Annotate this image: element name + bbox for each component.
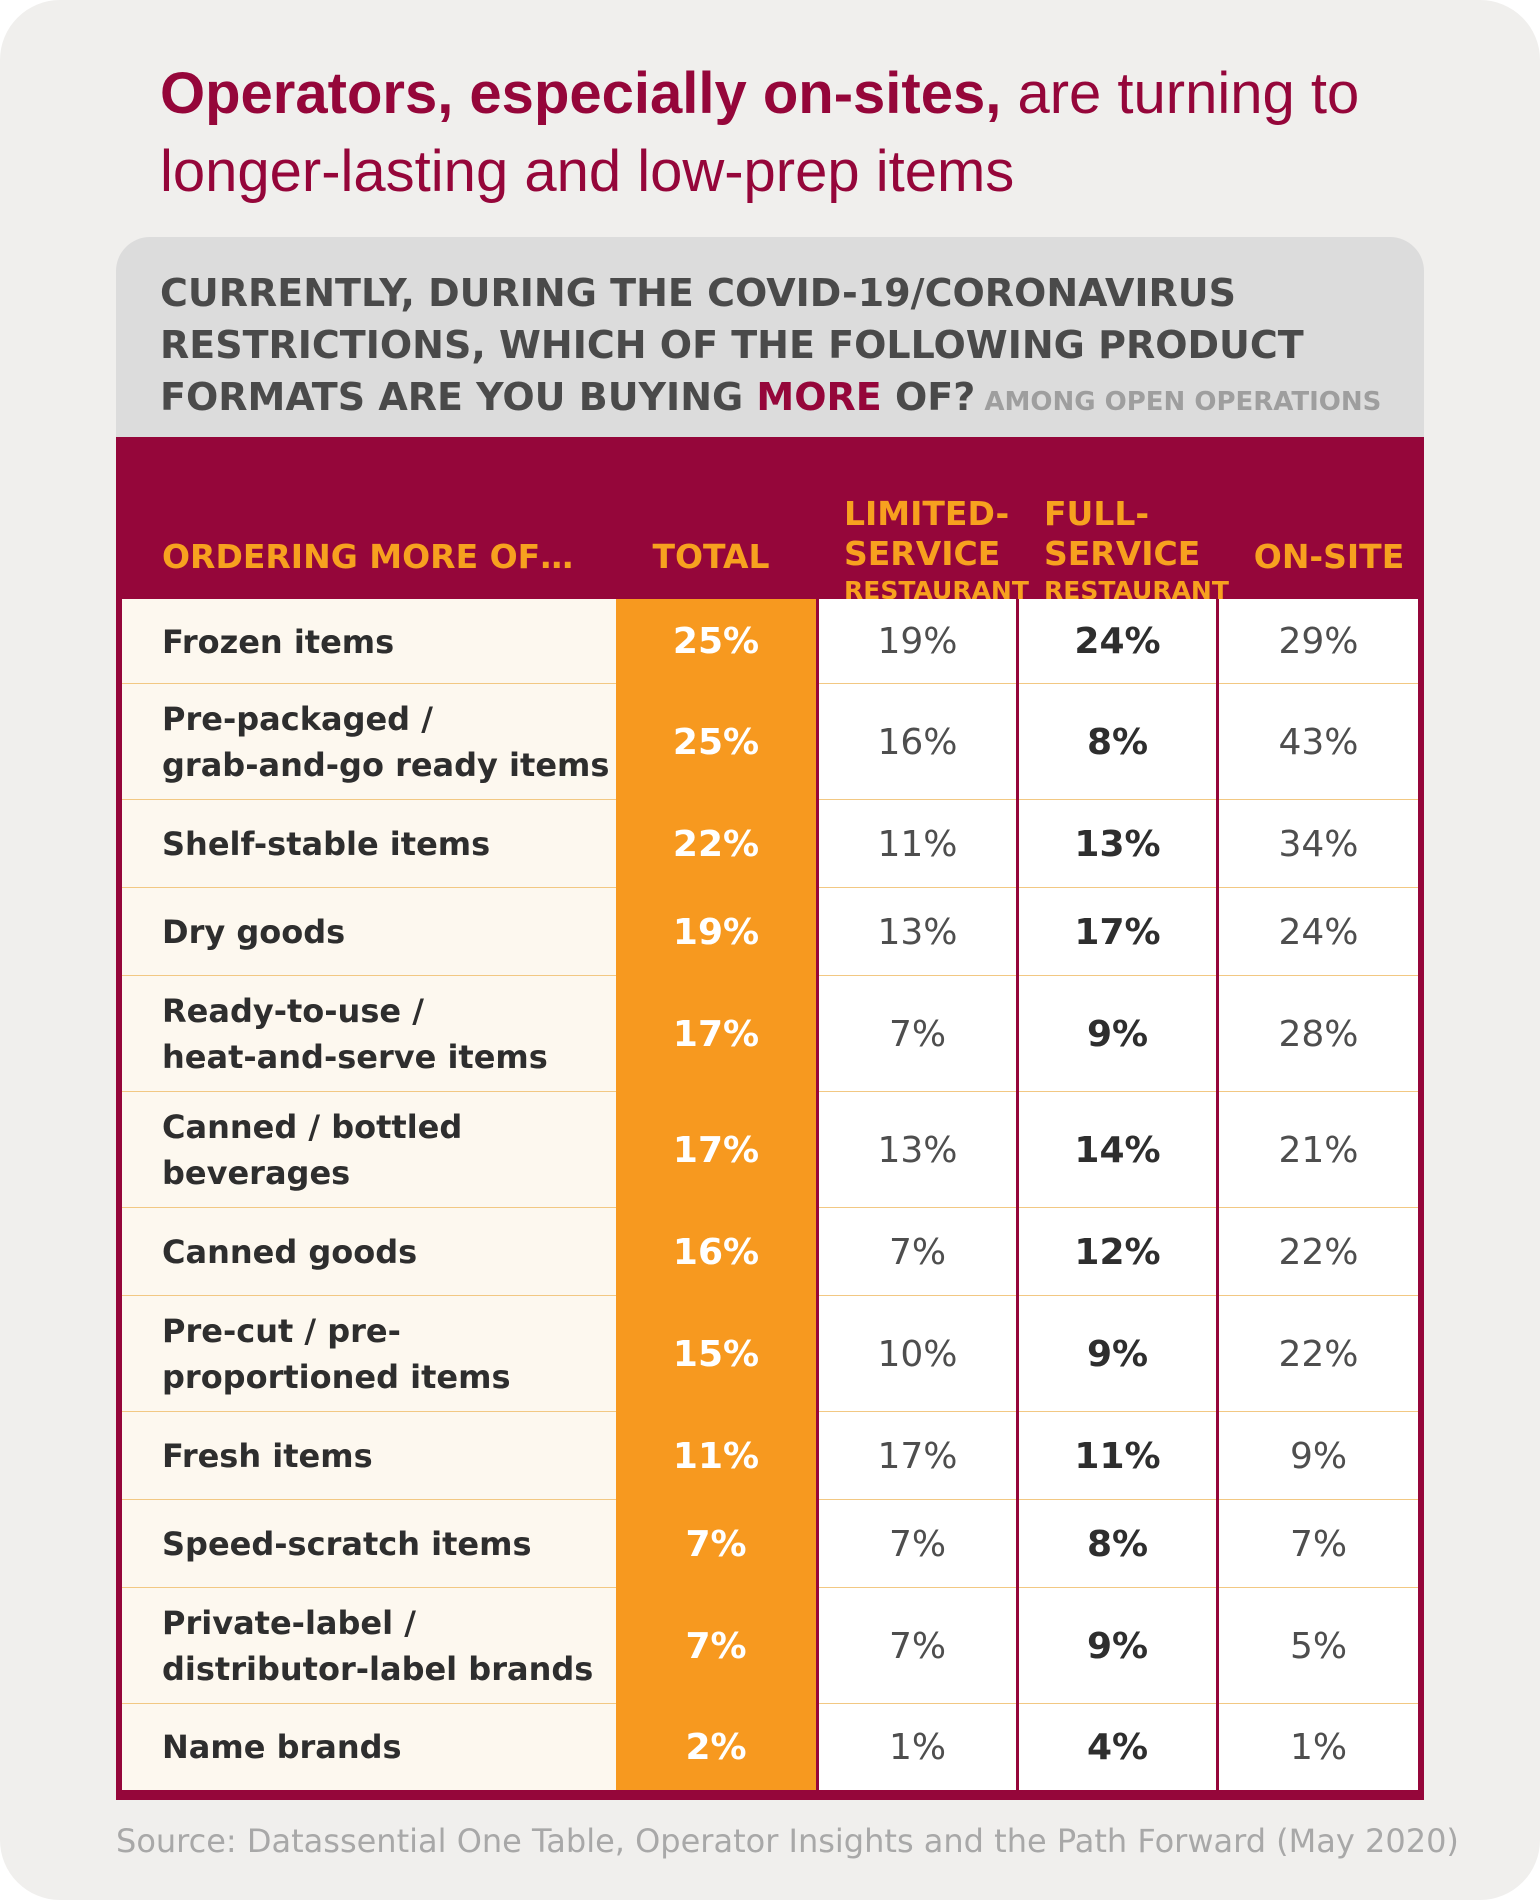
value-total: 11% [616, 1412, 816, 1500]
value-total: 2% [616, 1704, 816, 1790]
value-limited-service: 19% [819, 599, 1016, 684]
row-label: Shelf-stable items [122, 800, 616, 888]
row-label: Ready-to-use / heat-and-serve items [122, 976, 616, 1092]
headline: Operators, especially on-sites, are turn… [160, 55, 1420, 211]
value-on-site: 29% [1219, 599, 1418, 684]
row-label: Private-label / distributor-label brands [122, 1588, 616, 1704]
value-limited-service: 7% [819, 976, 1016, 1092]
survey-panel: CURRENTLY, DURING THE COVID-19/CORONAVIR… [116, 237, 1424, 1800]
value-full-service: 8% [1019, 684, 1216, 800]
value-limited-service: 7% [819, 1500, 1016, 1588]
value-on-site: 7% [1219, 1500, 1418, 1588]
value-on-site: 22% [1219, 1296, 1418, 1412]
value-limited-service: 11% [819, 800, 1016, 888]
value-on-site: 28% [1219, 976, 1418, 1092]
row-label: Speed-scratch items [122, 1500, 616, 1588]
value-total: 22% [616, 800, 816, 888]
column-divider [1016, 599, 1019, 1790]
value-total: 7% [616, 1500, 816, 1588]
value-limited-service: 13% [819, 1092, 1016, 1208]
column-header-on-site: ON-SITE [1253, 537, 1405, 576]
question-emphasis: MORE [756, 375, 882, 419]
value-on-site: 21% [1219, 1092, 1418, 1208]
question-box: CURRENTLY, DURING THE COVID-19/CORONAVIR… [116, 237, 1424, 437]
row-label: Fresh items [122, 1412, 616, 1500]
row-label: Name brands [122, 1704, 616, 1790]
value-full-service: 9% [1019, 1588, 1216, 1704]
value-limited-service: 7% [819, 1588, 1016, 1704]
row-label: Pre-cut / pre- proportioned items [122, 1296, 616, 1412]
headline-bold: Operators, especially on-sites, [160, 61, 1002, 126]
value-on-site: 5% [1219, 1588, 1418, 1704]
value-on-site: 9% [1219, 1412, 1418, 1500]
value-full-service: 4% [1019, 1704, 1216, 1790]
value-limited-service: 13% [819, 888, 1016, 976]
column-header-limited-service: LIMITED- SERVICE RESTAURANT [844, 494, 1029, 608]
value-total: 25% [616, 684, 816, 800]
value-total: 25% [616, 599, 816, 684]
survey-question: CURRENTLY, DURING THE COVID-19/CORONAVIR… [160, 267, 1400, 428]
row-label: Pre-packaged / grab-and-go ready items [122, 684, 616, 800]
question-note: AMONG OPEN OPERATIONS [975, 387, 1382, 417]
value-full-service: 11% [1019, 1412, 1216, 1500]
value-total: 17% [616, 1092, 816, 1208]
value-limited-service: 7% [819, 1208, 1016, 1296]
value-limited-service: 10% [819, 1296, 1016, 1412]
value-on-site: 1% [1219, 1704, 1418, 1790]
value-full-service: 8% [1019, 1500, 1216, 1588]
headline-rest: are turning to longer-lasting and low-pr… [160, 61, 1360, 204]
value-limited-service: 16% [819, 684, 1016, 800]
column-header-full-service: FULL- SERVICE RESTAURANT [1044, 494, 1229, 608]
value-full-service: 12% [1019, 1208, 1216, 1296]
value-total: 15% [616, 1296, 816, 1412]
value-total: 7% [616, 1588, 816, 1704]
column-header-limited-service-main: LIMITED- SERVICE [844, 494, 1010, 573]
question-text: CURRENTLY, DURING THE COVID-19/CORONAVIR… [160, 271, 1304, 419]
table-body: Frozen items 25% 19% 24% 29% Pre-packaged / g… [122, 599, 1418, 1792]
value-on-site: 22% [1219, 1208, 1418, 1296]
question-text-end: OF? [881, 375, 976, 419]
value-on-site: 34% [1219, 800, 1418, 888]
column-header-item: ORDERING MORE OF… [162, 537, 574, 576]
value-limited-service: 1% [819, 1704, 1016, 1790]
column-header-full-service-main: FULL- SERVICE [1044, 494, 1201, 573]
data-table: ORDERING MORE OF… TOTAL LIMITED- SERVICE … [116, 437, 1424, 1800]
column-divider [1216, 599, 1219, 1790]
value-full-service: 9% [1019, 976, 1216, 1092]
value-total: 19% [616, 888, 816, 976]
value-total: 16% [616, 1208, 816, 1296]
value-total: 17% [616, 976, 816, 1092]
row-label: Canned / bottled beverages [122, 1092, 616, 1208]
value-full-service: 9% [1019, 1296, 1216, 1412]
row-label: Dry goods [122, 888, 616, 976]
value-on-site: 24% [1219, 888, 1418, 976]
value-full-service: 14% [1019, 1092, 1216, 1208]
value-full-service: 17% [1019, 888, 1216, 976]
table-header: ORDERING MORE OF… TOTAL LIMITED- SERVICE … [116, 437, 1424, 605]
value-full-service: 13% [1019, 800, 1216, 888]
row-label: Frozen items [122, 599, 616, 684]
row-label: Canned goods [122, 1208, 616, 1296]
value-limited-service: 17% [819, 1412, 1016, 1500]
column-header-total: TOTAL [652, 537, 770, 576]
value-on-site: 43% [1219, 684, 1418, 800]
value-full-service: 24% [1019, 599, 1216, 684]
source-note: Source: Datassential One Table, Operator… [116, 1822, 1459, 1860]
